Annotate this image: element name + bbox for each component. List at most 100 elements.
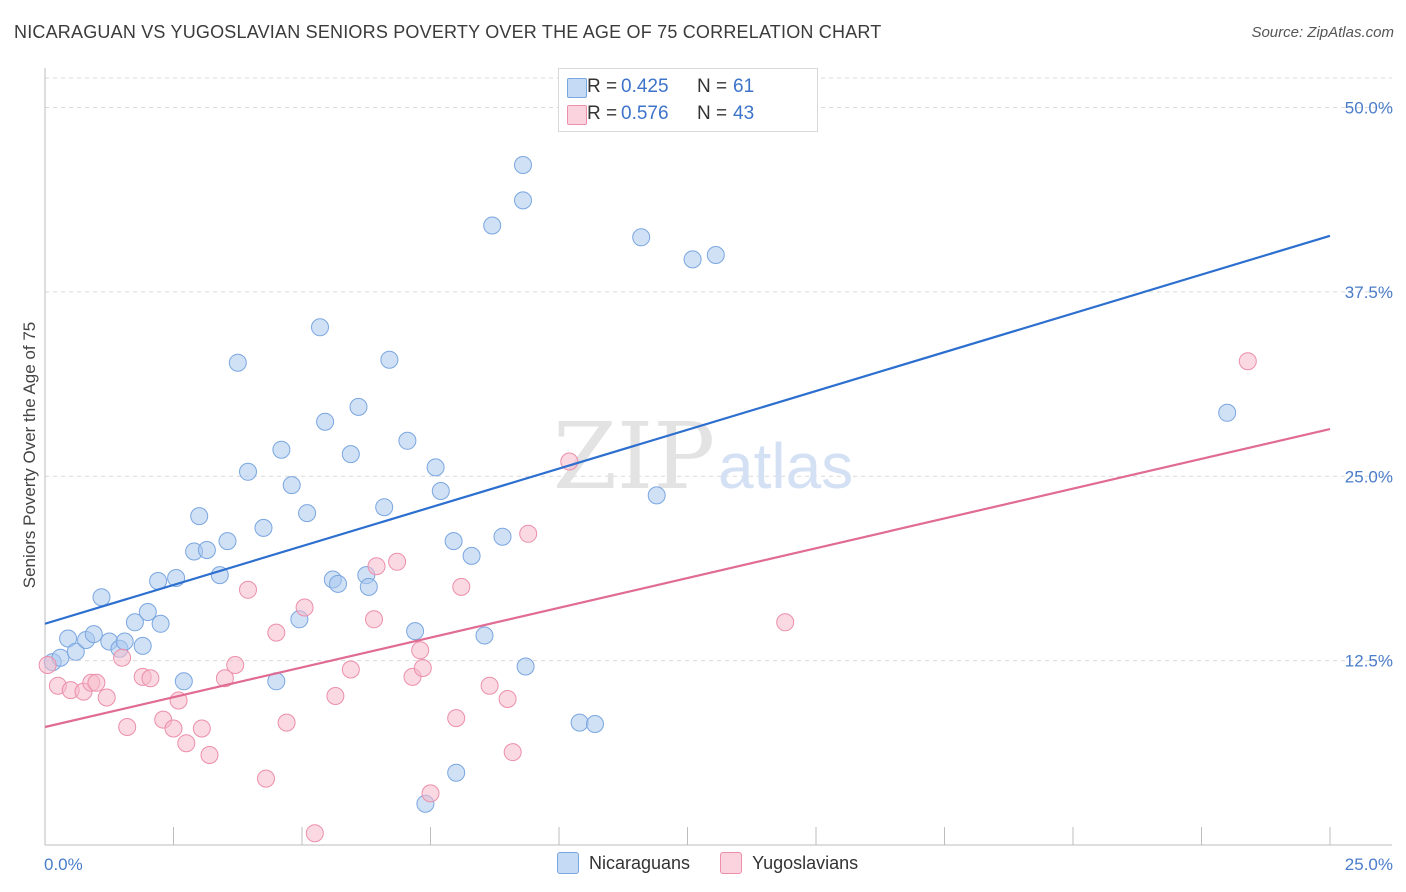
point-nicaraguans — [197, 541, 216, 559]
point-yugoslavians — [200, 746, 219, 764]
point-nicaraguans — [375, 498, 394, 517]
x-tick-label: 0.0% — [44, 855, 83, 874]
legend-swatch-pink — [567, 105, 587, 125]
point-nicaraguans — [406, 622, 425, 641]
point-nicaraguans — [133, 636, 152, 655]
point-yugoslavians — [239, 580, 257, 599]
axes — [44, 68, 1392, 846]
legend-r-value: 0.425 — [621, 76, 669, 97]
x-tick-label: 25.0% — [1345, 855, 1393, 874]
point-nicaraguans — [475, 626, 494, 645]
point-nicaraguans — [706, 246, 725, 264]
grid-lines — [45, 77, 1392, 662]
point-yugoslavians — [452, 577, 471, 596]
legend-swatch-pink — [720, 852, 743, 874]
point-nicaraguans — [329, 574, 347, 593]
point-nicaraguans — [125, 613, 144, 632]
legend-n-label: N = — [697, 103, 728, 124]
point-nicaraguans — [647, 486, 666, 505]
legend-r-label: R = — [587, 76, 618, 97]
point-yugoslavians — [215, 669, 234, 688]
point-nicaraguans — [493, 527, 512, 546]
point-yugoslavians — [503, 743, 522, 762]
y-tick-label: 50.0% — [1345, 99, 1393, 118]
point-yugoslavians — [421, 784, 440, 803]
point-nicaraguans — [586, 715, 604, 733]
point-yugoslavians — [305, 824, 324, 843]
point-nicaraguans — [311, 318, 329, 337]
point-yugoslavians — [413, 659, 432, 677]
point-nicaraguans — [1218, 403, 1237, 422]
point-yugoslavians — [498, 690, 517, 708]
point-nicaraguans — [514, 156, 532, 174]
point-yugoslavians — [411, 641, 430, 660]
point-yugoslavians — [118, 718, 137, 736]
point-nicaraguans — [483, 216, 502, 235]
tick-labels: 12.5% 25.0% 37.5% 50.0% 0.0% 25.0% — [44, 99, 1393, 875]
point-yugoslavians — [326, 687, 345, 705]
trend-line-nicaraguans — [44, 234, 1331, 625]
chart-title: NICARAGUAN VS YUGOSLAVIAN SENIORS POVERT… — [14, 22, 882, 42]
point-nicaraguans — [228, 353, 247, 372]
legend-item-yugoslavians: Yugoslavians — [720, 852, 858, 874]
point-nicaraguans — [115, 632, 134, 651]
legend-r-label: R = — [587, 103, 618, 124]
stats-legend: R = 0.425 N = 61 R = 0.576 N = 43 — [558, 68, 818, 132]
point-nicaraguans — [359, 577, 378, 596]
point-yugoslavians — [113, 648, 132, 667]
point-yugoslavians — [277, 713, 296, 732]
point-nicaraguans — [514, 191, 532, 210]
point-nicaraguans — [84, 625, 103, 644]
point-yugoslavians — [1238, 352, 1257, 371]
point-yugoslavians — [267, 623, 286, 642]
point-yugoslavians — [341, 660, 360, 679]
point-yugoslavians — [226, 656, 245, 674]
point-nicaraguans — [444, 532, 463, 551]
point-nicaraguans — [66, 642, 85, 661]
y-tick-label: 25.0% — [1345, 467, 1393, 486]
point-nicaraguans — [239, 462, 257, 481]
point-yugoslavians — [365, 610, 383, 629]
point-nicaraguans — [426, 458, 445, 477]
point-nicaraguans — [462, 546, 481, 565]
point-nicaraguans — [282, 476, 301, 495]
point-yugoslavians — [177, 734, 196, 753]
point-nicaraguans — [516, 657, 535, 676]
point-nicaraguans — [398, 431, 417, 450]
point-nicaraguans — [298, 504, 317, 523]
point-nicaraguans — [316, 412, 335, 431]
legend-swatch-blue — [567, 78, 587, 98]
point-yugoslavians — [388, 552, 407, 571]
point-nicaraguans — [349, 397, 368, 416]
point-nicaraguans — [138, 603, 157, 621]
point-nicaraguans — [59, 629, 78, 648]
point-yugoslavians — [97, 688, 116, 707]
legend-item-nicaraguans: Nicaraguans — [557, 852, 690, 874]
point-nicaraguans — [92, 588, 111, 607]
y-tick-label: 12.5% — [1345, 652, 1393, 671]
legend-label-yugoslavians: Yugoslavians — [752, 852, 859, 873]
legend-swatch-blue — [557, 852, 579, 874]
legend-n-label: N = — [697, 76, 728, 97]
watermark-atlas: atlas — [718, 430, 853, 502]
series-legend: Nicaraguans Yugoslavians — [557, 852, 888, 874]
point-yugoslavians — [192, 719, 211, 738]
point-nicaraguans — [632, 228, 651, 247]
point-nicaraguans — [190, 507, 209, 526]
trend-line-yugoslavians — [44, 427, 1331, 729]
point-yugoslavians — [480, 676, 499, 695]
legend-n-value: 61 — [733, 76, 755, 97]
point-yugoslavians — [519, 524, 538, 543]
legend-label-nicaraguans: Nicaraguans — [589, 852, 691, 873]
point-nicaraguans — [151, 614, 170, 633]
data-points — [38, 156, 1257, 843]
point-yugoslavians — [38, 656, 57, 674]
point-yugoslavians — [87, 673, 106, 692]
point-yugoslavians — [257, 769, 275, 788]
point-yugoslavians — [776, 613, 795, 632]
point-yugoslavians — [295, 598, 314, 617]
point-nicaraguans — [683, 250, 702, 269]
legend-n-value: 43 — [733, 103, 755, 124]
point-nicaraguans — [380, 350, 399, 369]
